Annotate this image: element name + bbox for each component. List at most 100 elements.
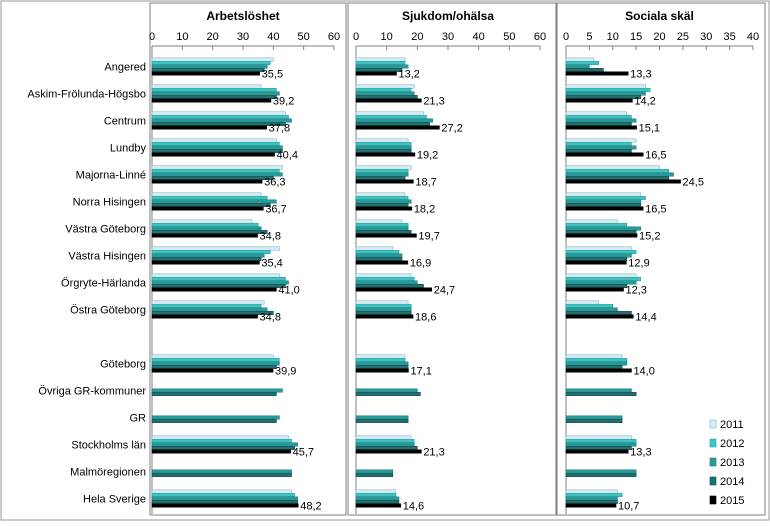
x-tick-label-sociala-skal-5: 5 [586, 31, 592, 43]
bar-sociala-skal-gr-2014 [565, 418, 623, 423]
bar-arbetsloshet-stockholms-lan-2013 [151, 442, 298, 447]
bar-arbetsloshet-orgryte-harlanda-2014 [151, 283, 286, 288]
bar-arbetsloshet-ovriga-gr-kommuner-2014 [151, 391, 277, 396]
bar-arbetsloshet-vastra-goteborg-2011 [151, 219, 253, 224]
bar-arbetsloshet-ostra-goteborg-2011 [151, 300, 265, 305]
bar-sociala-skal-orgryte-harlanda-2011 [565, 273, 637, 278]
data-label-sociala-skal-ostra-goteborg: 14,4 [635, 312, 656, 324]
bar-sociala-skal-norra-hisingen-2011 [565, 192, 642, 197]
bar-sjukdom-ohalsa-angered-2015 [355, 71, 397, 76]
bar-sjukdom-ohalsa-vastra-hisingen-2014 [355, 256, 403, 261]
bar-sociala-skal-orgryte-harlanda-2012 [565, 276, 642, 281]
data-label-sjukdom-ohalsa-goteborg: 17,1 [410, 366, 431, 378]
bar-sociala-skal-goteborg-2013 [565, 361, 628, 366]
data-label-arbetsloshet-hela-sverige: 48,2 [300, 501, 321, 513]
x-tick-label-arbetsloshet-20: 20 [207, 31, 219, 43]
bar-arbetsloshet-angered-2015 [151, 71, 260, 76]
bar-arbetsloshet-majorna-linn-2014 [151, 176, 274, 181]
bar-arbetsloshet-stockholms-lan-2014 [151, 445, 295, 450]
bar-sociala-skal-goteborg-2011 [565, 354, 623, 359]
bar-arbetsloshet-majorna-linn-2013 [151, 172, 283, 177]
bar-sjukdom-ohalsa-malmoregionen-2013 [355, 469, 394, 474]
bar-sociala-skal-centrum-2015 [565, 125, 637, 130]
bar-sociala-skal-lundby-2014 [565, 149, 632, 154]
bar-arbetsloshet-goteborg-2013 [151, 361, 280, 366]
bar-sjukdom-ohalsa-goteborg-2011 [355, 354, 406, 359]
bar-arbetsloshet-goteborg-2015 [151, 368, 274, 373]
bar-sociala-skal-majorna-linn-2012 [565, 169, 670, 174]
bar-arbetsloshet-vastra-hisingen-2015 [151, 260, 260, 265]
x-tick-label-sjukdom-ohalsa-40: 40 [473, 31, 485, 43]
x-tick-label-sjukdom-ohalsa-0: 0 [353, 31, 359, 43]
bar-sociala-skal-askim-frolunda-hogsbo-2015 [565, 98, 633, 103]
data-label-arbetsloshet-stockholms-lan: 45,7 [293, 447, 314, 459]
bar-sjukdom-ohalsa-ovriga-gr-kommuner-2013 [355, 388, 418, 393]
x-tick-label-sociala-skal-30: 30 [700, 31, 712, 43]
bar-sjukdom-ohalsa-lundby-2014 [355, 149, 412, 154]
bar-arbetsloshet-vastra-goteborg-2012 [151, 223, 259, 228]
data-label-arbetsloshet-vastra-hisingen: 35,4 [261, 258, 282, 270]
bar-sociala-skal-hela-sverige-2012 [565, 492, 623, 497]
bar-sjukdom-ohalsa-majorna-linn-2013 [355, 172, 409, 177]
bar-arbetsloshet-lundby-2012 [151, 142, 280, 147]
data-label-sjukdom-ohalsa-centrum: 27,2 [441, 123, 462, 135]
bar-sjukdom-ohalsa-stockholms-lan-2013 [355, 442, 415, 447]
bar-sociala-skal-askim-frolunda-hogsbo-2011 [565, 84, 646, 89]
category-label-stockholms-lan: Stockholms län [71, 440, 146, 452]
bar-sociala-skal-hela-sverige-2015 [565, 503, 617, 508]
data-label-sjukdom-ohalsa-orgryte-harlanda: 24,7 [434, 285, 455, 297]
panel-border-2 [347, 2, 557, 516]
data-label-sjukdom-ohalsa-angered: 13,2 [398, 69, 419, 81]
bar-sociala-skal-stockholms-lan-2015 [565, 449, 629, 454]
bar-sjukdom-ohalsa-vastra-hisingen-2011 [355, 246, 394, 251]
x-tick-label-sjukdom-ohalsa-30: 30 [442, 31, 454, 43]
bar-sjukdom-ohalsa-askim-frolunda-hogsbo-2011 [355, 84, 415, 89]
bar-sociala-skal-hela-sverige-2014 [565, 499, 618, 504]
bar-sociala-skal-angered-2011 [565, 57, 595, 62]
bar-sociala-skal-majorna-linn-2015 [565, 179, 681, 184]
data-label-arbetsloshet-lundby: 40,4 [277, 150, 298, 162]
data-label-sjukdom-ohalsa-stockholms-lan: 21,3 [423, 447, 444, 459]
bar-sociala-skal-lundby-2011 [565, 138, 637, 143]
bar-sociala-skal-ostra-goteborg-2011 [565, 300, 600, 305]
bar-sjukdom-ohalsa-norra-hisingen-2015 [355, 206, 413, 211]
data-label-arbetsloshet-goteborg: 39,9 [275, 366, 296, 378]
bar-sociala-skal-norra-hisingen-2015 [565, 206, 644, 211]
bar-arbetsloshet-gr-2013 [151, 415, 280, 420]
bar-arbetsloshet-norra-hisingen-2015 [151, 206, 264, 211]
x-tick-label-sjukdom-ohalsa-50: 50 [503, 31, 515, 43]
bar-arbetsloshet-ostra-goteborg-2012 [151, 303, 262, 308]
bar-sjukdom-ohalsa-askim-frolunda-hogsbo-2012 [355, 88, 412, 93]
data-label-sociala-skal-lundby: 16,5 [645, 150, 666, 162]
x-tick-label-sociala-skal-35: 35 [724, 31, 736, 43]
x-tick-label-sociala-skal-20: 20 [653, 31, 665, 43]
x-tick-label-arbetsloshet-40: 40 [267, 31, 279, 43]
bar-sjukdom-ohalsa-gr-2013 [355, 415, 409, 420]
bar-arbetsloshet-vastra-goteborg-2014 [151, 230, 268, 235]
panel-title-arbetsloshet: Arbetslöshet [206, 9, 279, 23]
bar-sjukdom-ohalsa-hela-sverige-2012 [355, 492, 397, 497]
bar-sjukdom-ohalsa-hela-sverige-2014 [355, 499, 400, 504]
bar-sjukdom-ohalsa-goteborg-2012 [355, 357, 406, 362]
data-label-arbetsloshet-centrum: 37,8 [269, 123, 290, 135]
bar-arbetsloshet-stockholms-lan-2015 [151, 449, 291, 454]
bar-sociala-skal-angered-2013 [565, 64, 590, 69]
bar-sociala-skal-stockholms-lan-2014 [565, 445, 632, 450]
bar-arbetsloshet-orgryte-harlanda-2015 [151, 287, 277, 292]
bar-arbetsloshet-malmoregionen-2013 [151, 469, 292, 474]
bar-arbetsloshet-vastra-hisingen-2013 [151, 253, 265, 258]
bar-sjukdom-ohalsa-vastra-goteborg-2013 [355, 226, 409, 231]
category-label-hela-sverige: Hela Sverige [83, 494, 146, 506]
bar-sjukdom-ohalsa-gr-2014 [355, 418, 409, 423]
category-label-vastra-goteborg: Västra Göteborg [65, 224, 146, 236]
data-label-sjukdom-ohalsa-vastra-hisingen: 16,9 [410, 258, 431, 270]
bar-sociala-skal-vastra-goteborg-2012 [565, 223, 628, 228]
bar-sociala-skal-vastra-goteborg-2014 [565, 230, 637, 235]
x-tick-label-sjukdom-ohalsa-20: 20 [411, 31, 423, 43]
bar-sociala-skal-centrum-2014 [565, 122, 632, 127]
bar-sociala-skal-malmoregionen-2013 [565, 469, 637, 474]
bar-arbetsloshet-norra-hisingen-2014 [151, 203, 271, 208]
data-label-arbetsloshet-vastra-goteborg: 34,8 [260, 231, 281, 243]
